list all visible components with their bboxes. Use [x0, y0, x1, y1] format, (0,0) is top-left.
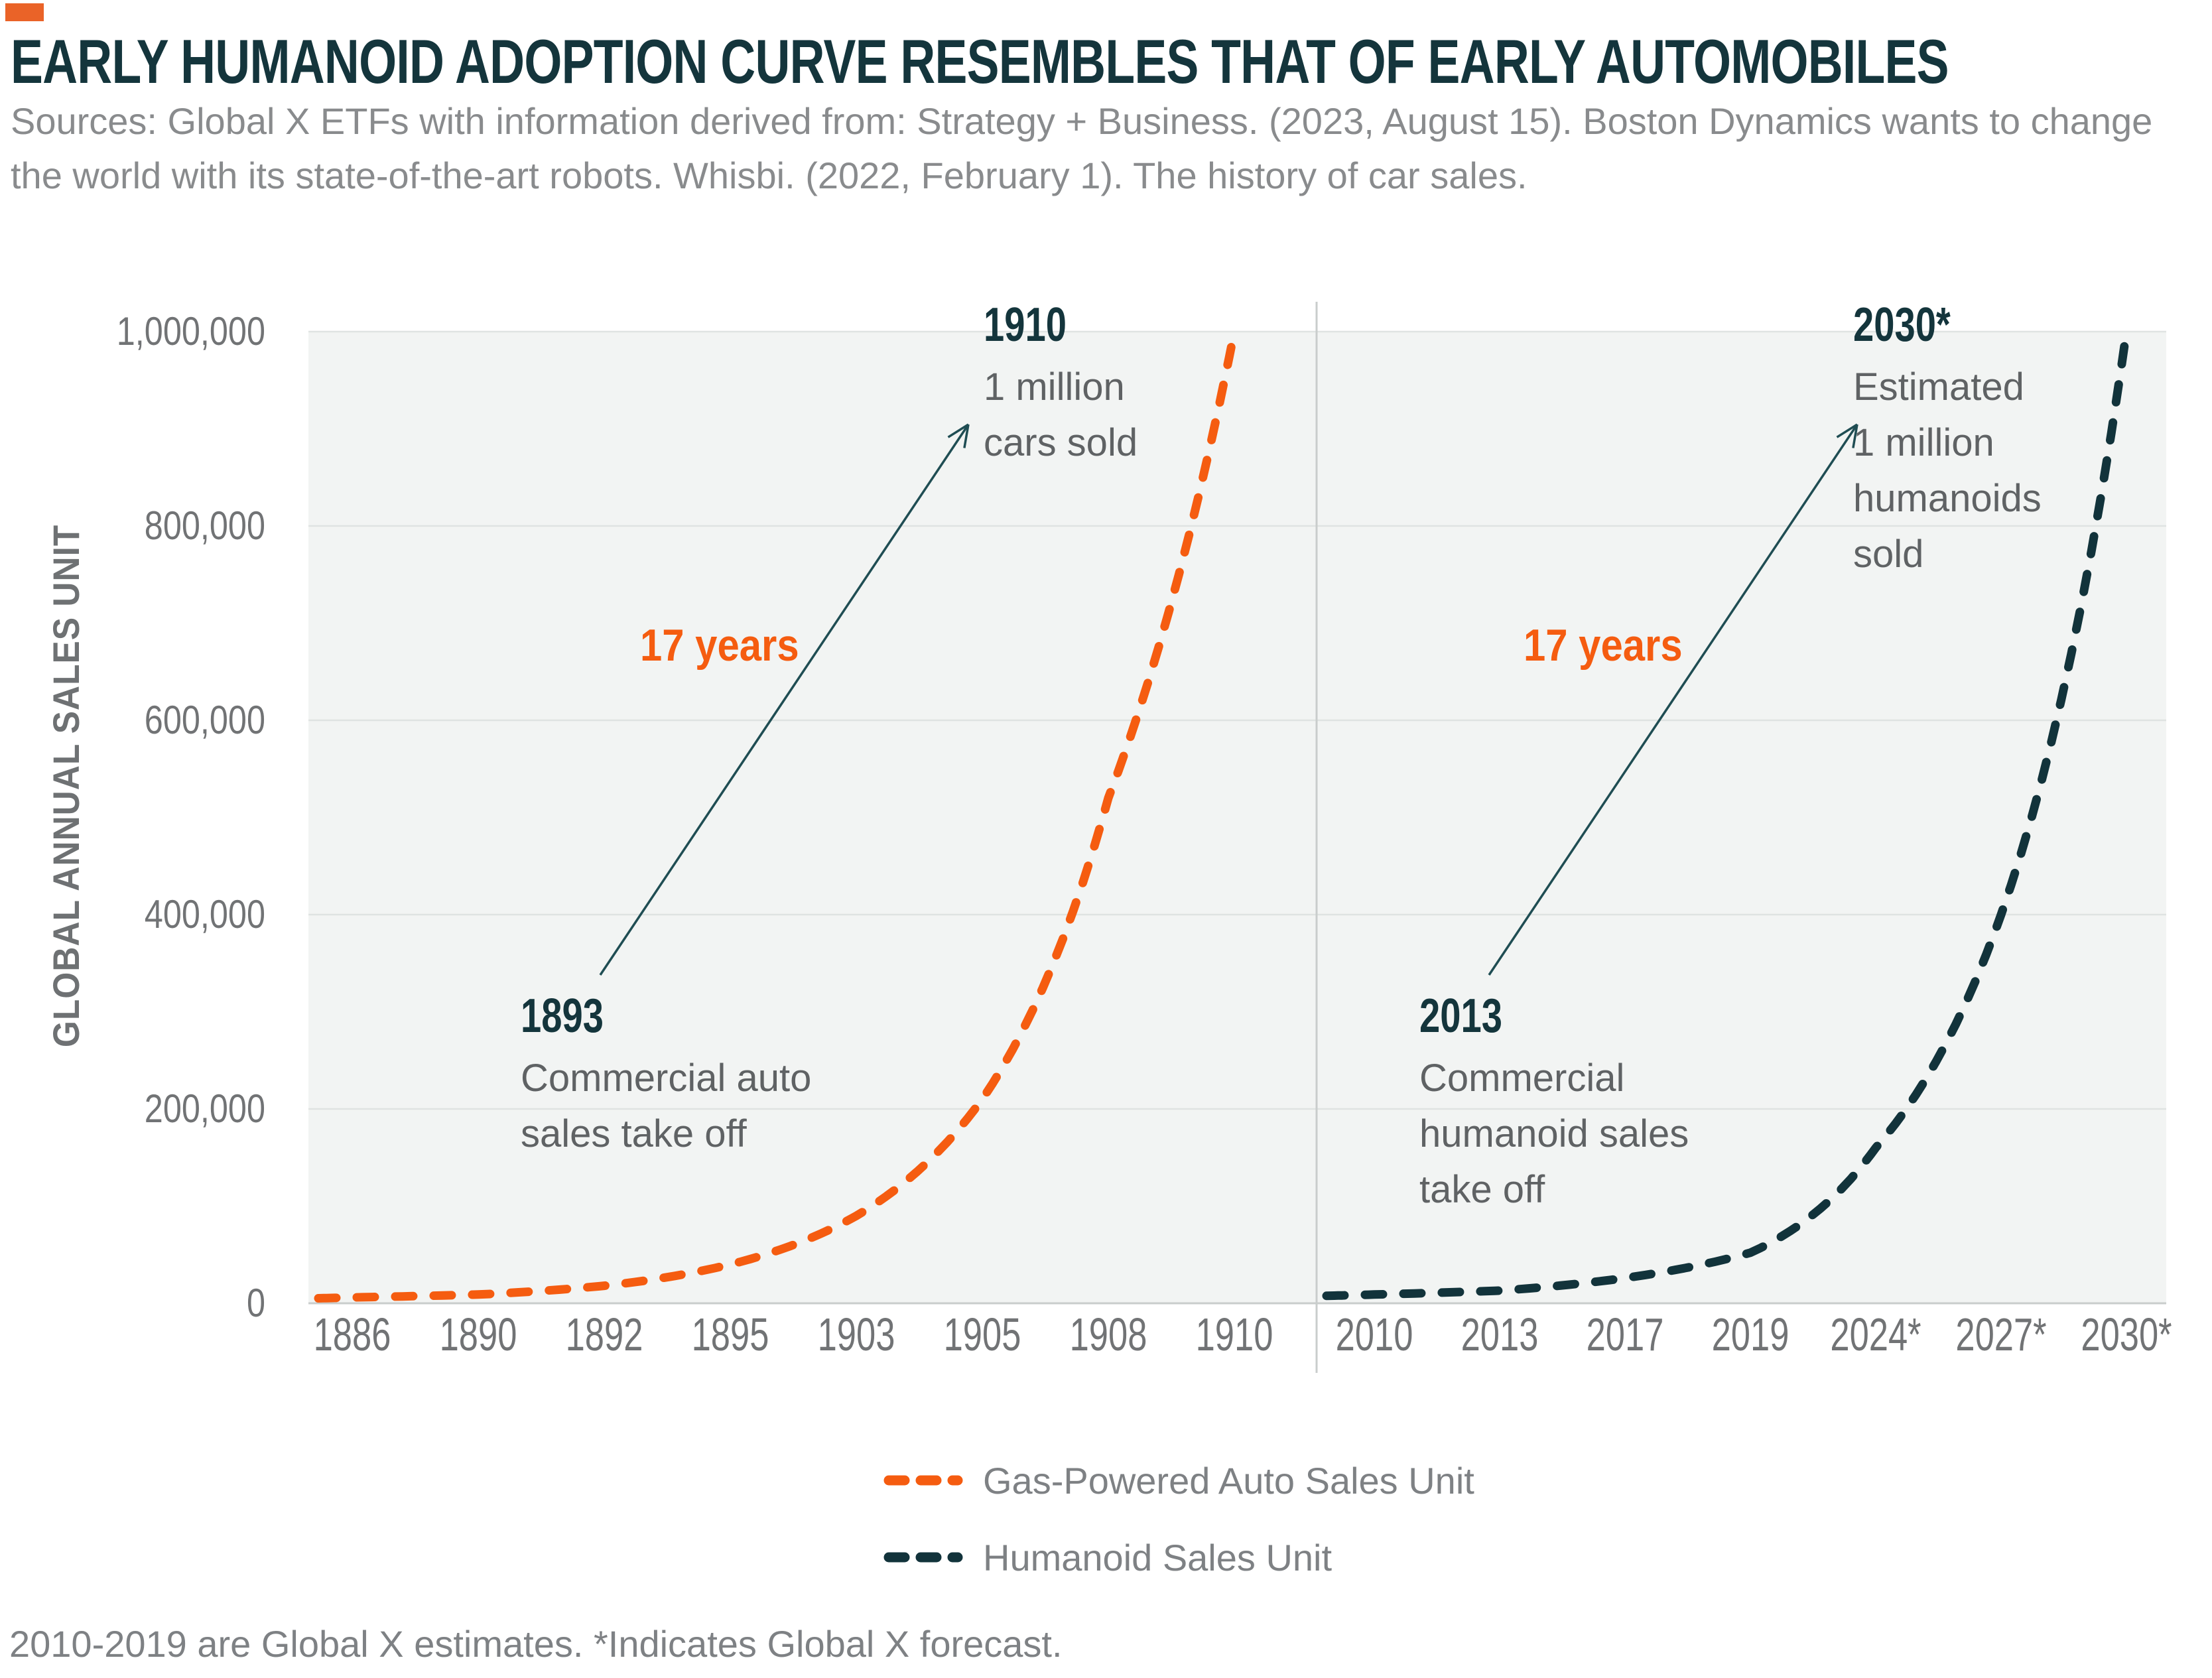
- annotation-year: 1893: [521, 990, 604, 1043]
- x-tick-label: 1890: [439, 1309, 517, 1360]
- annotation-year: 2013: [1419, 990, 1502, 1043]
- y-tick-label: 400,000: [144, 892, 265, 936]
- x-tick-label: 2017: [1586, 1309, 1664, 1360]
- annotation-line: sold: [1853, 533, 1924, 576]
- chart-legend: Gas-Powered Auto Sales Unit Humanoid Sal…: [882, 1456, 1474, 1610]
- legend-item-humanoid: Humanoid Sales Unit: [882, 1533, 1474, 1581]
- annotation-line: sales take off: [521, 1112, 747, 1155]
- annotation-line: humanoid sales: [1419, 1112, 1689, 1155]
- page-title: EARLY HUMANOID ADOPTION CURVE RESEMBLES …: [11, 27, 1949, 96]
- y-tick-label: 800,000: [144, 503, 265, 548]
- annotation-line: Commercial: [1419, 1057, 1625, 1100]
- annotation-line: Estimated: [1853, 365, 2024, 409]
- y-tick-label: 600,000: [144, 698, 265, 742]
- y-tick-label: 0: [246, 1281, 265, 1325]
- x-tick-label: 1905: [943, 1309, 1021, 1360]
- annotation-year: 2030*: [1853, 298, 1951, 352]
- x-tick-label: 1886: [313, 1309, 391, 1360]
- x-tick-label: 2019: [1711, 1309, 1789, 1360]
- annotation-line: cars sold: [984, 421, 1138, 464]
- annotation-humanoid-peak: 2030* Estimated 1 million humanoids sold: [1853, 298, 2042, 582]
- footnote-text: 2010-2019 are Global X estimates. *Indic…: [9, 1623, 1063, 1665]
- legend-label: Humanoid Sales Unit: [983, 1536, 1333, 1579]
- x-tick-label: 1908: [1069, 1309, 1147, 1360]
- sources-text: Sources: Global X ETFs with information …: [11, 100, 2153, 196]
- gas-dashed-line-swatch: [883, 1475, 963, 1486]
- annotation-line: 1 million: [984, 365, 1125, 409]
- annotation-humanoid-start: 2013 Commercial humanoid sales take off: [1419, 990, 1689, 1218]
- x-tick-label: 1910: [1195, 1309, 1273, 1360]
- annotation-auto-duration: 17 years: [640, 620, 799, 671]
- x-tick-label: 2027*: [1955, 1309, 2047, 1360]
- x-tick-label: 2024*: [1830, 1309, 1921, 1360]
- legend-label: Gas-Powered Auto Sales Unit: [983, 1459, 1474, 1502]
- annotation-line: humanoids: [1853, 477, 2042, 520]
- legend-item-gas: Gas-Powered Auto Sales Unit: [882, 1456, 1474, 1504]
- annotation-auto-start: 1893 Commercial auto sales take off: [521, 990, 811, 1162]
- x-tick-label: 1903: [817, 1309, 895, 1360]
- annotation-line: 1 million: [1853, 421, 1994, 464]
- y-axis-title: GLOBAL ANNUAL SALES UNIT: [45, 524, 87, 1048]
- x-tick-label: 2010: [1335, 1309, 1413, 1360]
- annotation-year: 1910: [984, 298, 1067, 352]
- annotation-auto-peak: 1910 1 million cars sold: [984, 298, 1138, 471]
- humanoid-dashed-line-swatch: [883, 1552, 963, 1563]
- x-tick-label: 2013: [1461, 1309, 1539, 1360]
- x-tick-label: 2030*: [2081, 1309, 2172, 1360]
- annotation-humanoid-duration: 17 years: [1524, 620, 1683, 671]
- y-tick-label: 200,000: [144, 1086, 265, 1131]
- annotation-line: take off: [1419, 1168, 1545, 1211]
- x-tick-label: 1892: [565, 1309, 643, 1360]
- x-tick-label: 1895: [691, 1309, 769, 1360]
- annotation-line: Commercial auto: [521, 1057, 812, 1100]
- y-tick-label: 1,000,000: [116, 309, 265, 354]
- globalx-logo-mark: [5, 3, 44, 21]
